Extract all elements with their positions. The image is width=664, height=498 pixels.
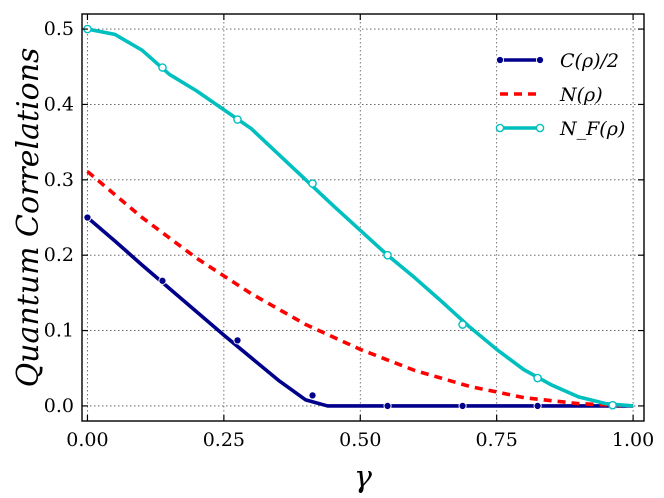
legend-entry: C(ρ)/2 bbox=[495, 50, 619, 72]
data-point bbox=[608, 400, 617, 410]
x-tick-label: 0.25 bbox=[203, 429, 245, 451]
y-tick-label: 0.1 bbox=[44, 320, 74, 342]
series-layer bbox=[83, 24, 634, 410]
legend-marker bbox=[495, 123, 505, 133]
x-tick-label: 0.00 bbox=[66, 429, 108, 451]
y-tick-label: 0.0 bbox=[44, 395, 74, 417]
x-tick-label: 0.50 bbox=[339, 429, 381, 451]
series-line bbox=[86, 216, 634, 408]
legend: C(ρ)/2 N(ρ) N_F(ρ) bbox=[495, 50, 625, 140]
data-point bbox=[533, 401, 542, 410]
series-line bbox=[87, 27, 634, 408]
data-point bbox=[458, 320, 467, 329]
x-tick-label: 1.00 bbox=[612, 429, 654, 451]
plot-frame bbox=[81, 13, 645, 422]
series-1 bbox=[86, 170, 634, 408]
y-tick-label: 0.5 bbox=[44, 18, 74, 40]
data-point bbox=[158, 276, 167, 285]
data-point bbox=[383, 401, 392, 410]
ticks bbox=[82, 14, 644, 421]
y-tick-label: 0.2 bbox=[44, 244, 74, 266]
legend-marker bbox=[495, 55, 505, 65]
data-point bbox=[158, 63, 167, 72]
x-tick-label: 0.75 bbox=[476, 429, 518, 451]
series-2 bbox=[83, 24, 634, 410]
data-point bbox=[533, 373, 542, 383]
data-point bbox=[383, 250, 392, 260]
data-point bbox=[308, 179, 317, 188]
y-tick-label: 0.3 bbox=[44, 169, 74, 191]
legend-label: N_F(ρ) bbox=[559, 118, 625, 140]
x-axis-label: γ bbox=[354, 460, 372, 495]
data-point bbox=[233, 115, 242, 124]
y-axis-label: Quantum Correlations bbox=[11, 48, 46, 388]
data-point bbox=[308, 391, 317, 400]
series-0 bbox=[83, 213, 634, 410]
legend-label: C(ρ)/2 bbox=[560, 50, 619, 72]
series-line bbox=[86, 170, 634, 408]
tick-labels: 0.00 0.25 0.50 0.75 1.00 0.0 0.1 0.2 0.3 0.4 0.5 bbox=[44, 18, 654, 451]
legend-marker bbox=[535, 123, 545, 133]
legend-entry: N(ρ) bbox=[500, 84, 603, 106]
legend-entry: N_F(ρ) bbox=[495, 118, 625, 140]
data-point bbox=[458, 401, 467, 410]
y-tick-label: 0.4 bbox=[44, 93, 74, 115]
grid bbox=[82, 14, 644, 421]
data-point bbox=[233, 336, 242, 345]
legend-label: N(ρ) bbox=[559, 84, 603, 106]
legend-marker bbox=[535, 55, 545, 65]
data-point bbox=[83, 213, 92, 222]
